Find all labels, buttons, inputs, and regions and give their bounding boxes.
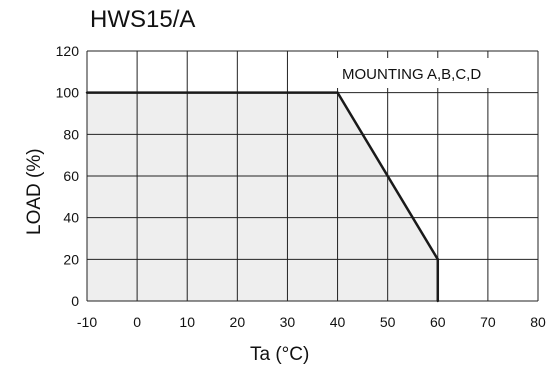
area-layer (87, 92, 438, 302)
y-tick-label: 40 (63, 210, 79, 226)
mounting-annotation: MOUNTING A,B,C,D (342, 66, 481, 83)
derating-curve (87, 91, 440, 301)
x-tick-label: 80 (530, 314, 546, 330)
y-tick-label: 120 (56, 43, 80, 59)
x-tick-label: 60 (430, 314, 446, 330)
curve-point (436, 299, 439, 303)
curve-point (336, 91, 339, 94)
x-tick-label: 50 (380, 314, 396, 330)
y-tick-label: 0 (71, 293, 79, 309)
curve-point (436, 258, 439, 261)
curve-point (85, 91, 89, 94)
x-tick-label: -10 (77, 314, 97, 330)
x-tick-label: 10 (179, 314, 195, 330)
chart-title: HWS15/A (90, 6, 196, 33)
x-tick-label: 20 (230, 314, 246, 330)
y-tick-label: 20 (63, 251, 79, 267)
annotation-box (332, 58, 520, 88)
x-axis-label: Ta (°C) (250, 344, 309, 365)
x-tick-label: 70 (480, 314, 496, 330)
tick-layer: -10 0 10 20 30 40 50 60 70 80 0 20 40 60 80 100 120 (56, 43, 546, 330)
y-axis-label: LOAD (%) (24, 148, 45, 235)
x-tick-label: 40 (330, 314, 346, 330)
y-tick-label: 60 (63, 168, 79, 184)
x-tick-label: 30 (280, 314, 296, 330)
x-tick-label: 0 (133, 314, 141, 330)
y-tick-label: 100 (56, 85, 80, 101)
operating-area-fill (87, 92, 438, 302)
y-tick-label: 80 (63, 126, 79, 142)
curve-layer (85, 91, 440, 303)
